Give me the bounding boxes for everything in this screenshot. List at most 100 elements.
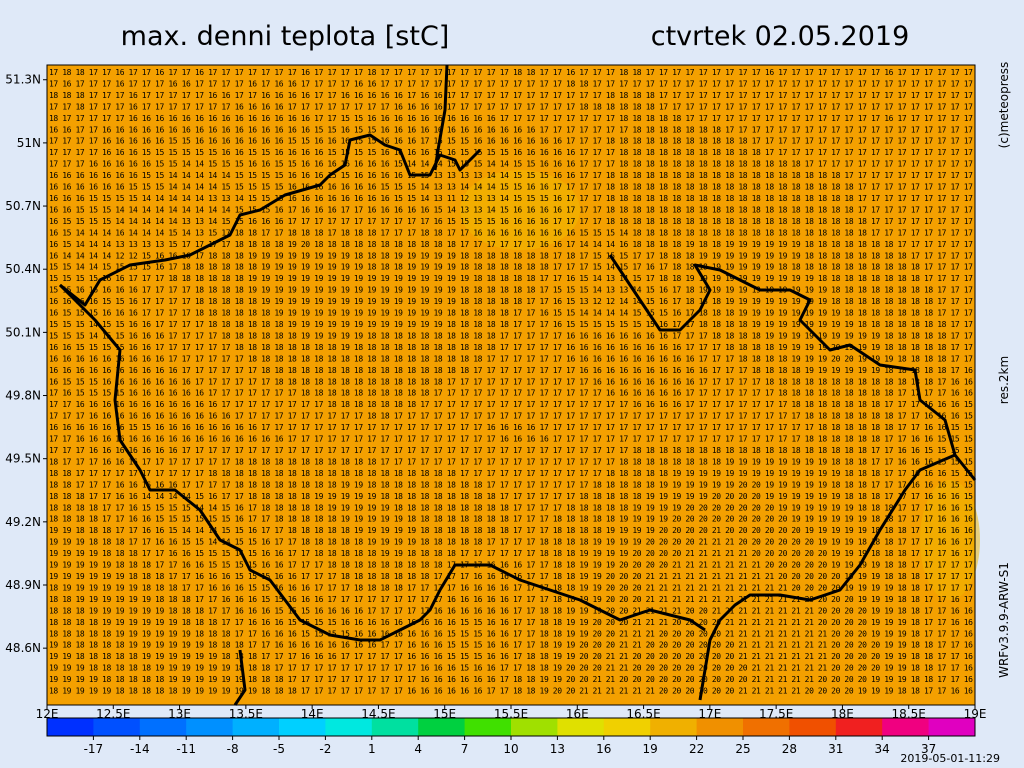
model-name: WRFv3.9.9-ARW-S1 (997, 562, 1011, 678)
colorbar-segment (47, 718, 94, 736)
temperature-row: 19 19 19 19 19 18 18 18 17 17 16 16 15 1… (49, 561, 973, 570)
y-tick-label: 49.5N (5, 452, 41, 466)
temperature-row: 19 18 18 18 18 18 19 19 19 19 19 19 18 1… (49, 641, 973, 650)
colorbar-label: 28 (782, 742, 797, 756)
temperature-row: 17 17 16 16 16 16 16 16 16 16 16 16 16 1… (49, 435, 973, 444)
temperature-row: 16 16 16 15 15 15 15 14 14 14 14 14 13 1… (49, 194, 973, 203)
y-tick-label: 49.8N (5, 389, 41, 403)
temperature-row: 19 19 19 19 18 18 18 18 18 19 19 19 19 1… (49, 675, 973, 684)
colorbar-label: 1 (368, 742, 376, 756)
colorbar: -17 -14 -11 -8 -5 -2 1 4 7 10 13 16 19 22 25 28 31 34 37 (46, 717, 976, 756)
colorbar-label: -11 (176, 742, 196, 756)
temperature-row: 17 17 17 16 16 16 16 16 15 15 14 14 15 1… (49, 160, 973, 169)
colorbar-segment (557, 718, 605, 736)
colorbar-label: 37 (921, 742, 936, 756)
temperature-row: 18 18 17 17 17 16 16 16 16 16 17 17 17 1… (49, 480, 973, 489)
temperature-row: 17 17 17 17 16 16 16 15 15 15 15 15 15 1… (49, 148, 973, 157)
temperature-row: 18 18 18 17 17 16 16 14 14 14 14 15 16 1… (49, 492, 973, 501)
temperature-row: 16 15 15 15 16 16 16 16 16 16 16 17 17 1… (49, 377, 973, 386)
border (58, 283, 706, 642)
border (59, 133, 482, 307)
temperature-row: 19 19 18 18 18 18 18 19 19 19 19 19 19 1… (49, 652, 973, 661)
colorbar-label: 10 (503, 742, 518, 756)
temperature-row: 17 17 17 17 16 16 16 16 16 15 15 16 16 1… (49, 137, 973, 146)
temperature-row: 18 17 17 17 17 17 16 16 16 16 16 16 16 1… (49, 114, 973, 123)
colorbar-segment (743, 718, 790, 736)
temperature-row: 16 15 14 14 14 16 14 14 14 15 14 13 15 1… (49, 228, 973, 237)
colorbar-segment (232, 718, 280, 736)
colorbar-segment (371, 718, 419, 736)
colorbar-segment (650, 718, 698, 736)
temperature-row: 16 16 16 16 16 16 15 15 15 14 14 14 14 1… (49, 183, 973, 192)
copyright: (c)meteopress (997, 62, 1011, 149)
temperature-row: 18 18 18 17 17 17 16 17 17 17 17 17 16 1… (49, 91, 973, 100)
cool-area (460, 170, 580, 250)
temperature-row: 16 16 16 16 16 16 16 16 16 16 17 17 17 1… (49, 366, 973, 375)
temperature-row: 15 15 16 16 16 16 16 17 17 17 17 18 18 1… (49, 286, 973, 295)
y-tick-label: 51N (17, 136, 41, 150)
y-tick-label: 49.2N (5, 515, 41, 529)
colorbar-segment (603, 718, 651, 736)
temperature-row: 17 17 17 16 16 16 16 16 16 16 16 16 16 1… (49, 412, 973, 421)
cool-area (920, 480, 980, 600)
temperature-row: 15 15 15 14 15 15 16 16 16 17 17 17 17 1… (49, 331, 973, 340)
temperature-row: 16 15 15 15 16 16 16 17 17 17 17 18 18 1… (49, 309, 973, 318)
temperature-row: 18 19 19 19 19 18 18 18 18 18 19 19 19 1… (49, 687, 973, 696)
border (608, 254, 977, 481)
temperature-row: 16 15 14 14 14 13 13 13 13 15 17 17 17 1… (49, 240, 973, 249)
forecast-date: ctvrtek 02.05.2019 (651, 21, 910, 52)
temperature-row: 16 16 15 15 15 15 16 16 17 17 17 17 17 1… (49, 343, 973, 352)
temperature-row: 19 19 19 18 18 18 18 18 19 19 19 19 19 1… (49, 664, 973, 673)
colorbar-label: -2 (319, 742, 331, 756)
y-tick-label: 51.3N (5, 73, 41, 87)
temperature-row: 18 18 18 19 19 19 19 19 19 18 18 18 17 1… (49, 606, 973, 615)
temperature-row: 17 17 17 16 16 16 16 16 16 16 17 17 17 1… (49, 446, 973, 455)
colorbar-segment (928, 718, 976, 736)
temperature-row: 17 18 18 17 17 16 17 17 16 17 17 16 17 1… (49, 68, 973, 77)
temperature-row: 16 16 16 16 16 16 16 15 15 14 14 14 14 1… (49, 171, 973, 180)
colorbar-label: -14 (130, 742, 150, 756)
temperature-row: 17 17 18 17 17 17 16 17 17 17 17 17 17 1… (49, 102, 973, 111)
colorbar-segment (882, 718, 930, 736)
temperature-row: 16 16 17 17 16 16 16 16 16 16 16 16 16 1… (49, 125, 973, 134)
colorbar-label: 22 (689, 742, 704, 756)
temperature-row: 16 15 15 15 15 14 14 14 14 14 13 13 14 1… (49, 217, 973, 226)
colorbar-label: 16 (596, 742, 611, 756)
temperature-row: 16 16 15 15 15 14 14 14 14 14 14 14 14 1… (49, 205, 973, 214)
colorbar-segment (835, 718, 883, 736)
y-tick-label: 48.9N (5, 578, 41, 592)
y-tick-label: 50.1N (5, 325, 41, 339)
temperature-row: 16 16 16 16 16 16 15 15 16 16 16 16 16 1… (49, 423, 973, 432)
colorbar-label: -5 (273, 742, 285, 756)
colorbar-segment (279, 718, 326, 736)
colorbar-label: 13 (550, 742, 565, 756)
colorbar-label: 19 (643, 742, 658, 756)
colorbar-label: 34 (875, 742, 890, 756)
temperature-row: 17 17 16 16 16 16 16 16 16 16 16 16 16 1… (49, 400, 973, 409)
colorbar-segment (511, 718, 558, 736)
temperature-row: 19 19 18 18 18 17 17 16 16 15 14 14 14 1… (49, 526, 973, 535)
border (698, 453, 956, 701)
temperature-row: 17 16 15 15 15 15 16 16 16 16 16 16 17 1… (49, 389, 973, 398)
temperature-row: 15 15 14 14 15 15 15 15 16 17 18 18 18 1… (49, 263, 973, 272)
colorbar-segment (789, 718, 837, 736)
y-tick-label: 50.4N (5, 262, 41, 276)
y-tick-label: 48.6N (5, 641, 41, 655)
colorbar-label: 7 (461, 742, 469, 756)
temperature-row: 16 14 14 14 14 12 12 15 16 16 16 17 18 1… (49, 251, 973, 260)
border (433, 64, 449, 171)
temperature-row: 19 19 19 19 18 18 18 17 17 16 16 15 15 1… (49, 549, 973, 558)
temperature-row: 18 18 17 17 17 17 17 17 17 17 17 17 18 1… (49, 469, 973, 478)
colorbar-label: -8 (227, 742, 239, 756)
colorbar-segment (696, 718, 744, 736)
map-title: max. denni teplota [stC] (121, 21, 450, 52)
borders (58, 64, 977, 706)
colorbar-label: 4 (414, 742, 422, 756)
temperature-row: 16 16 16 16 16 16 16 16 16 17 17 17 17 1… (49, 354, 973, 363)
value-grid: 17 18 18 17 17 16 17 17 16 17 17 16 17 1… (49, 68, 973, 696)
temperature-row: 19 19 19 18 18 18 17 17 16 16 15 15 14 1… (49, 538, 973, 547)
temperature-row: 17 16 17 17 17 16 17 17 17 16 16 17 17 1… (49, 79, 973, 88)
temperature-row: 18 18 18 18 17 17 16 15 15 15 15 14 14 1… (49, 503, 973, 512)
